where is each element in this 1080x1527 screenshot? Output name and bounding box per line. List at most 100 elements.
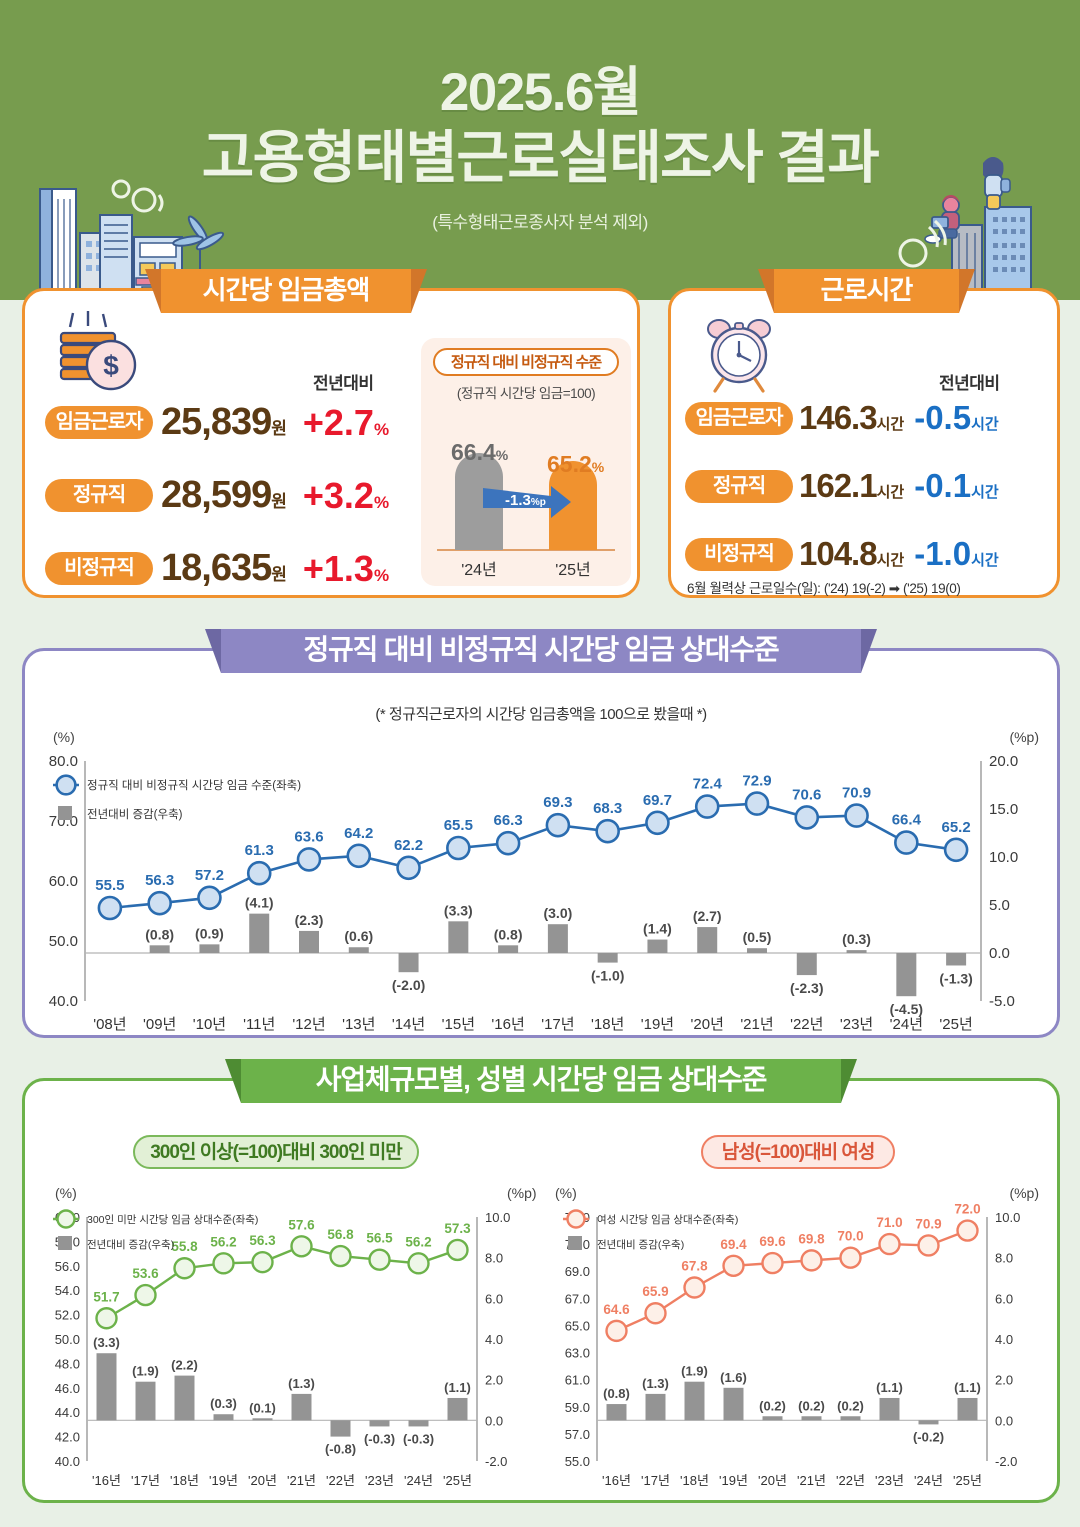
point-'15년 — [446, 835, 471, 861]
svg-text:전년대비 증감(우축): 전년대비 증감(우축) — [87, 1239, 174, 1251]
sec1-left-axis-unit: (%) — [53, 729, 75, 745]
svg-text:'24년: '24년 — [890, 1016, 923, 1033]
svg-text:55.0: 55.0 — [565, 1454, 590, 1469]
svg-text:67.8: 67.8 — [681, 1258, 708, 1273]
bar-'12년 — [299, 930, 319, 953]
svg-text:69.4: 69.4 — [720, 1237, 747, 1252]
svg-text:'23년: '23년 — [840, 1016, 873, 1033]
svg-text:69.8: 69.8 — [798, 1231, 825, 1246]
size-gender-section: 사업체규모별, 성별 시간당 임금 상대수준 300인 이상(=100)대비 3… — [22, 1059, 1060, 1503]
hours-row-worker-pill: 임금근로자 — [685, 401, 793, 435]
wage-row-worker-unit: 원 — [271, 419, 287, 438]
svg-text:69.0: 69.0 — [565, 1264, 590, 1279]
svg-text:(-1.3): (-1.3) — [939, 970, 972, 986]
hours-row-worker-unit: 시간 — [876, 416, 905, 433]
bar-'16년 — [606, 1404, 627, 1421]
svg-text:'13년: '13년 — [342, 1016, 375, 1033]
svg-text:'20년: '20년 — [691, 1016, 724, 1033]
wage-row-worker-value: 25,839 — [161, 401, 272, 443]
svg-text:'21년: '21년 — [740, 1016, 773, 1033]
alarm-clock-icon — [707, 319, 771, 393]
svg-text:70.6: 70.6 — [792, 786, 821, 803]
svg-text:50.0: 50.0 — [49, 933, 78, 950]
bar-'17년 — [547, 924, 568, 953]
svg-text:69.6: 69.6 — [759, 1234, 786, 1249]
svg-text:71.0: 71.0 — [876, 1215, 902, 1230]
svg-text:여성 시간당 임금 상대수준(좌축): 여성 시간당 임금 상대수준(좌축) — [597, 1213, 738, 1226]
wage-row-nonregular: 비정규직 18,635원 +1.3% — [45, 547, 389, 590]
svg-text:(1.9): (1.9) — [681, 1364, 708, 1379]
svg-text:63.0: 63.0 — [565, 1346, 590, 1361]
svg-text:57.3: 57.3 — [444, 1221, 471, 1236]
svg-text:50.0: 50.0 — [55, 1332, 80, 1347]
point-'17년 — [644, 1302, 667, 1325]
point-'18년 — [595, 818, 620, 844]
svg-text:(3.3): (3.3) — [444, 902, 473, 918]
point-'18년 — [173, 1257, 196, 1280]
svg-text:'22년: '22년 — [836, 1473, 865, 1488]
svg-text:'22년: '22년 — [790, 1016, 823, 1033]
sec2-left-axis-unit-b: (%) — [555, 1185, 577, 1201]
svg-text:(-0.3): (-0.3) — [403, 1431, 434, 1446]
svg-text:65.0: 65.0 — [565, 1318, 590, 1333]
svg-text:'17년: '17년 — [131, 1473, 160, 1488]
hourly-wage-tab: 시간당 임금총액 — [145, 269, 427, 313]
size-chip: 300인 이상(=100)대비 300인 미만 — [133, 1135, 419, 1169]
point-'22년 — [329, 1244, 352, 1268]
svg-text:'08년: '08년 — [93, 1016, 126, 1033]
wage-yoy-label: 전년대비 — [313, 374, 374, 393]
size-gender-section-tab-label: 사업체규모별, 성별 시간당 임금 상대수준 — [315, 1064, 768, 1095]
point-'19년 — [212, 1252, 235, 1275]
wage-row-worker: 임금근로자 25,839원 +2.7% — [45, 401, 389, 444]
svg-text:63.6: 63.6 — [294, 828, 323, 845]
wage-row-regular: 정규직 28,599원 +3.2% — [45, 474, 389, 517]
svg-text:80.0: 80.0 — [49, 753, 78, 770]
wage-row-regular-delta: +3.2 — [302, 474, 374, 516]
hours-row-nonregular-delta: -1.0 — [914, 535, 972, 572]
svg-text:'17년: '17년 — [641, 1473, 670, 1488]
svg-text:'16년: '16년 — [491, 1016, 524, 1033]
title-line-1: 2025.6월 — [439, 63, 642, 122]
svg-text:(1.6): (1.6) — [720, 1370, 747, 1385]
svg-text:2.0: 2.0 — [485, 1373, 503, 1388]
hours-footnote: 6월 월력상 근로일수(일): ('24) 19(-2) ➡ ('25) 19(… — [687, 581, 961, 596]
svg-text:(3.0): (3.0) — [543, 905, 572, 921]
svg-text:57.6: 57.6 — [288, 1217, 315, 1232]
hours-row-regular-delta: -0.1 — [914, 467, 972, 504]
svg-text:68.3: 68.3 — [593, 800, 622, 817]
mini-label-2024: 66.4% — [451, 439, 509, 465]
svg-text:(0.8): (0.8) — [145, 926, 174, 942]
svg-text:(-0.2): (-0.2) — [913, 1429, 944, 1444]
svg-text:'09년: '09년 — [143, 1016, 176, 1033]
svg-text:(1.3): (1.3) — [288, 1376, 315, 1391]
mini-bar-2024 — [455, 453, 503, 550]
svg-text:'14년: '14년 — [392, 1016, 425, 1033]
hero-banner: 2025.6월 고용형태별근로실태조사 결과 (특수형태근로종사자 분석 제외) — [0, 0, 1080, 300]
svg-text:57.2: 57.2 — [195, 867, 224, 884]
svg-text:(-0.8): (-0.8) — [325, 1442, 356, 1457]
hours-row-regular-value: 162.1 — [799, 467, 878, 504]
hours-row-worker-delta: -0.5 — [914, 399, 972, 436]
svg-text:61.3: 61.3 — [245, 842, 274, 859]
bar-'18년 — [597, 953, 618, 963]
point-'22년 — [794, 805, 820, 830]
bar-'22년 — [796, 953, 817, 976]
wage-row-nonregular-unit: 원 — [271, 565, 287, 584]
svg-text:'20년: '20년 — [758, 1473, 787, 1488]
bar-'19년 — [647, 939, 668, 953]
svg-text:(-4.5): (-4.5) — [890, 1001, 923, 1017]
bar-'17년 — [135, 1381, 156, 1421]
svg-text:(0.2): (0.2) — [837, 1398, 864, 1413]
svg-text:(0.9): (0.9) — [195, 925, 224, 941]
svg-text:'19년: '19년 — [641, 1016, 674, 1033]
svg-text:56.2: 56.2 — [405, 1234, 431, 1249]
bar-'20년 — [252, 1418, 273, 1421]
bar-'10년 — [199, 944, 220, 953]
svg-text:-2.0: -2.0 — [995, 1454, 1017, 1469]
hours-row-nonregular-delta-unit: 시간 — [971, 552, 999, 569]
mini-chart-svg: 66.4% 65.2% -1.3%p '24년 '25년 — [437, 439, 615, 579]
regular-vs-nonregular-mini-chart: 정규직 대비 비정규직 수준 (정규직 시간당 임금=100) 66.4% 65… — [421, 338, 631, 586]
point-'23년 — [368, 1248, 391, 1271]
svg-text:62.2: 62.2 — [394, 837, 423, 854]
point-'23년 — [878, 1232, 901, 1256]
